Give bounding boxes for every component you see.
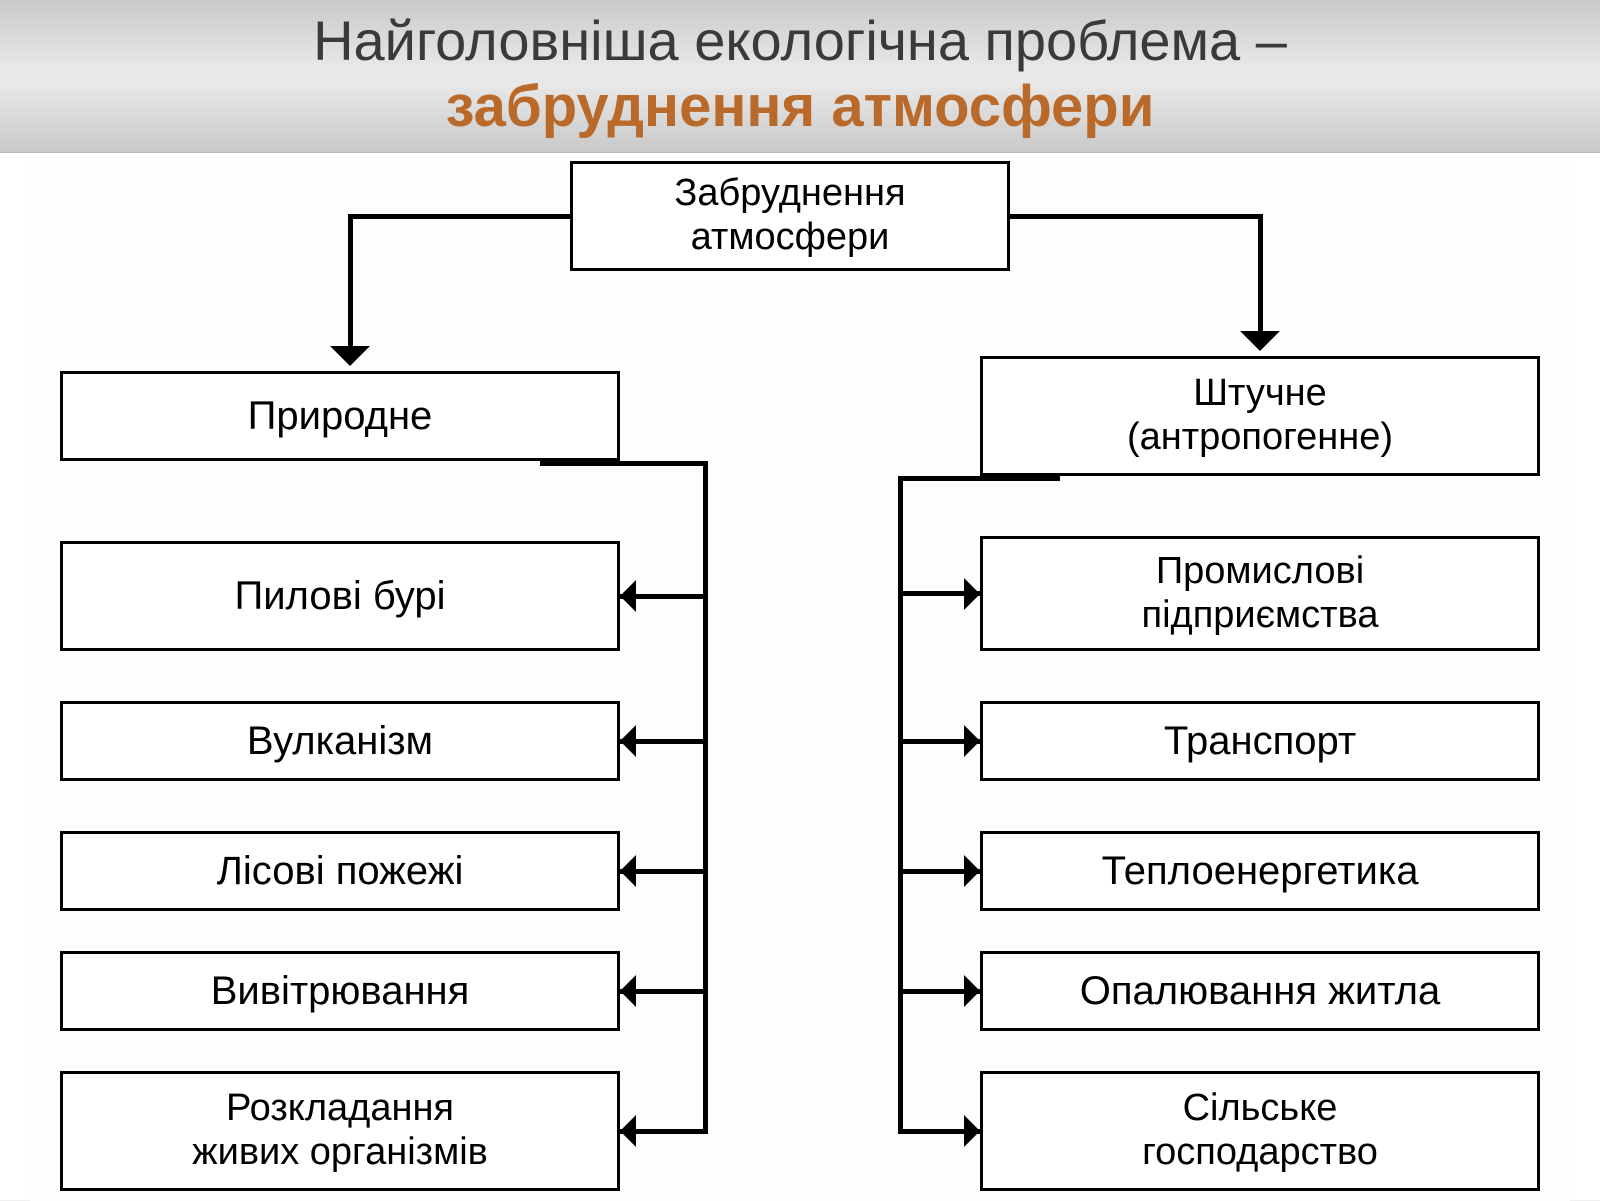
left-item-3: Вивітрювання [60, 951, 620, 1031]
arrow-to-right-category [1240, 331, 1280, 351]
right-stub-arrow-4 [964, 1115, 980, 1147]
left-cat-to-spine-h [540, 461, 708, 466]
left-spine-ext [703, 1131, 708, 1134]
root-out-right-h [1010, 214, 1263, 219]
left-stub-arrow-2 [620, 855, 636, 887]
left-item-4: Розкладання живих організмів [60, 1071, 620, 1191]
right-stub-arrow-3 [964, 975, 980, 1007]
right-item-3: Опалювання житла [980, 951, 1540, 1031]
right-item-2: Теплоенергетика [980, 831, 1540, 911]
root-node: Забруднення атмосфери [570, 161, 1010, 271]
left-stub-arrow-4 [620, 1115, 636, 1147]
left-stub-arrow-0 [620, 580, 636, 612]
right-stub-arrow-2 [964, 855, 980, 887]
root-to-right-v [1258, 216, 1263, 334]
root-out-left-h [348, 214, 571, 219]
title-line-1: Найголовніша екологічна проблема – [0, 8, 1600, 73]
left-item-0: Пилові бурі [60, 541, 620, 651]
right-item-1: Транспорт [980, 701, 1540, 781]
left-item-2: Лісові пожежі [60, 831, 620, 911]
slide: Найголовніша екологічна проблема – забру… [0, 0, 1600, 1200]
left-stub-arrow-1 [620, 725, 636, 757]
left-spine [703, 461, 708, 1131]
right-stub-arrow-0 [964, 578, 980, 610]
right-item-4: Сільське господарство [980, 1071, 1540, 1191]
left-item-1: Вулканізм [60, 701, 620, 781]
right-item-0: Промислові підприємства [980, 536, 1540, 651]
right-stub-arrow-1 [964, 725, 980, 757]
left-category-node: Природне [60, 371, 620, 461]
right-spine [898, 476, 903, 1131]
right-cat-to-spine-h [898, 476, 1061, 481]
left-stub-arrow-3 [620, 975, 636, 1007]
right-category-node: Штучне (антропогенне) [980, 356, 1540, 476]
title-line-2: забруднення атмосфери [0, 73, 1600, 140]
root-to-left-v [348, 216, 353, 349]
pollution-diagram: Забруднення атмосфери Природне Штучне (ант… [30, 161, 1570, 1201]
diagram-wrap: Забруднення атмосфери Природне Штучне (ант… [0, 153, 1600, 1201]
title-band: Найголовніша екологічна проблема – забру… [0, 0, 1600, 153]
right-spine-ext [898, 1131, 903, 1134]
arrow-to-left-category [330, 346, 370, 366]
